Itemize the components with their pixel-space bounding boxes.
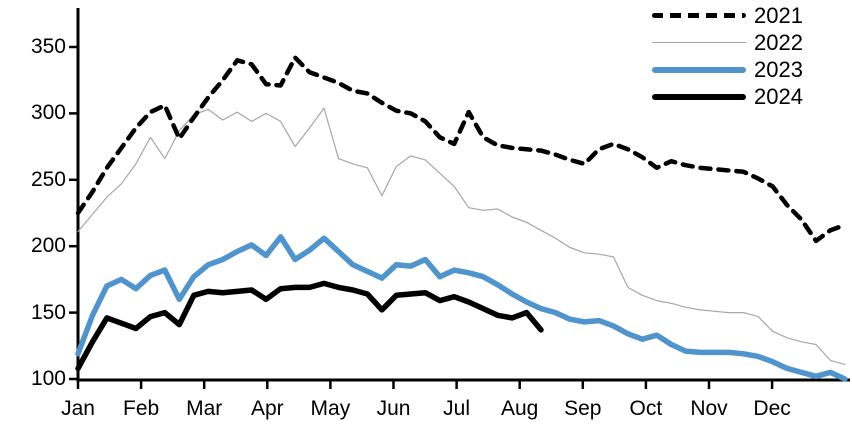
legend-item-2024: 2024	[652, 83, 848, 110]
x-tick-label-Jul: Jul	[443, 397, 471, 420]
legend-label: 2023	[754, 57, 803, 82]
x-tick-label-Feb: Feb	[123, 397, 160, 420]
y-tick-label-200: 200	[30, 234, 66, 258]
x-tick-label-Oct: Oct	[629, 397, 663, 420]
legend-label: 2024	[754, 84, 803, 109]
legend-item-2021: 2021	[652, 2, 848, 29]
y-tick-label-300: 300	[30, 101, 66, 125]
legend-line-sample-2023	[652, 66, 746, 73]
legend-item-2022: 2022	[652, 29, 848, 56]
x-tick-label-Mar: Mar	[186, 397, 223, 420]
series-line-2021	[75, 55, 848, 244]
x-tick-label-Apr: Apr	[250, 397, 284, 420]
series-line-2024	[75, 280, 544, 372]
x-tick-label-Jan: Jan	[61, 397, 95, 420]
y-tick-label-250: 250	[30, 167, 66, 191]
y-tick-label-350: 350	[30, 35, 66, 58]
legend-line-sample-2024	[652, 93, 746, 100]
x-tick-label-Aug: Aug	[501, 397, 539, 420]
x-tick-label-Dec: Dec	[753, 397, 791, 420]
series-line-2022	[77, 107, 846, 365]
x-tick-label-Sep: Sep	[564, 397, 602, 420]
x-tick-label-May: May	[310, 397, 351, 420]
y-tick-label-100: 100	[30, 367, 66, 390]
chart-legend: 2021 2022 2023 2024	[652, 2, 848, 110]
legend-item-2023: 2023	[652, 56, 848, 83]
x-tick-label-Nov: Nov	[690, 397, 728, 420]
legend-label: 2021	[754, 3, 803, 28]
legend-line-sample-2022	[652, 42, 746, 43]
legend-label: 2022	[754, 30, 803, 55]
legend-line-sample-2021	[652, 13, 746, 18]
y-tick-label-150: 150	[30, 300, 66, 324]
x-tick-label-Jun: Jun	[376, 397, 411, 420]
series-line-2023	[75, 234, 848, 382]
